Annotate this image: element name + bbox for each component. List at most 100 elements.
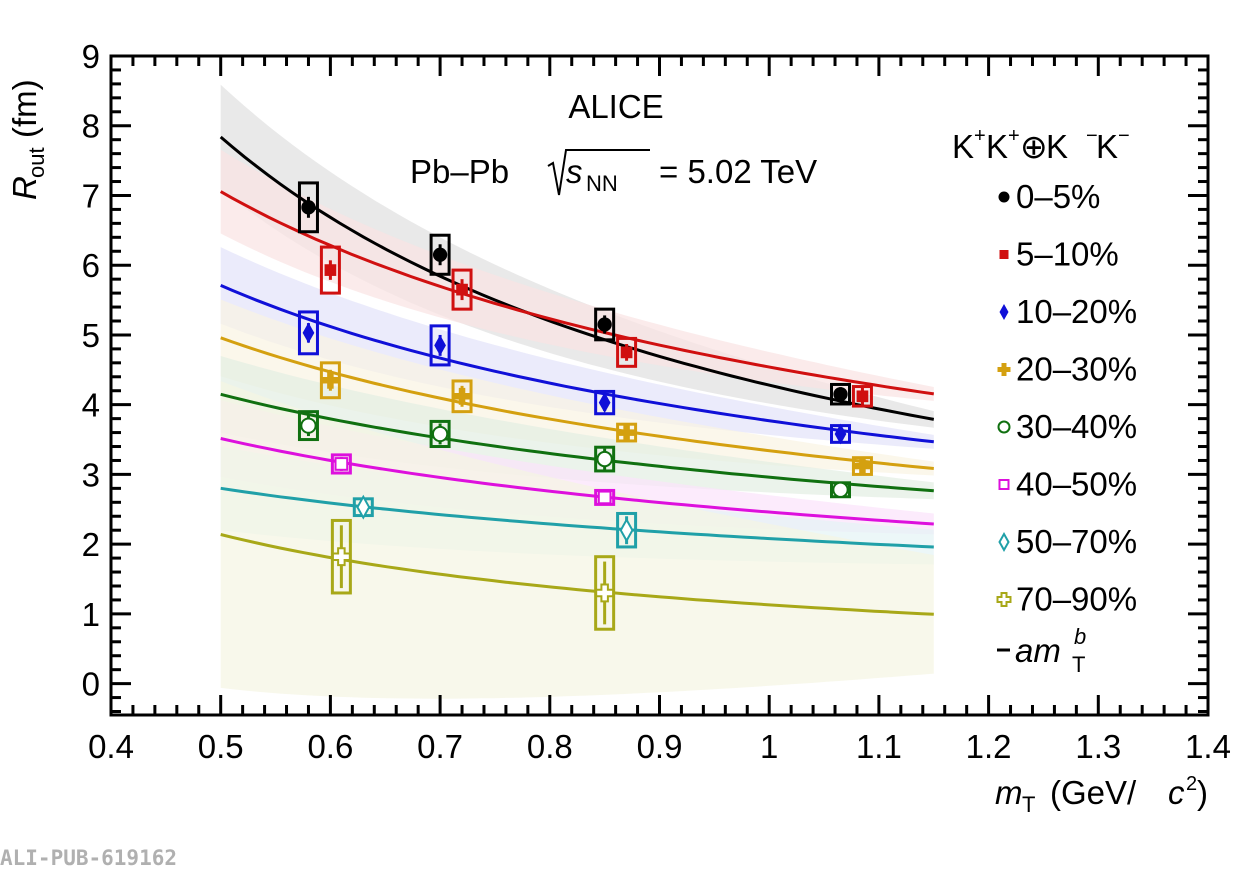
data-point <box>830 423 852 445</box>
legend-header-k3: K <box>1046 128 1068 165</box>
marker <box>301 200 316 215</box>
data-points <box>297 181 873 631</box>
fit-band <box>220 149 934 401</box>
legend-entry-label: 50–70% <box>1016 523 1137 560</box>
data-point <box>451 379 473 414</box>
x-tick-label: 0.9 <box>637 728 683 765</box>
sys-error-box <box>429 419 451 449</box>
data-point <box>616 511 638 549</box>
marker <box>853 457 871 475</box>
data-point <box>616 422 638 443</box>
data-point <box>297 410 319 442</box>
sys-error-box <box>330 453 352 475</box>
series-points <box>297 310 852 445</box>
marker <box>432 247 448 262</box>
y-tick-label: 6 <box>82 247 100 284</box>
marker <box>302 322 315 344</box>
fit-curve <box>220 392 934 493</box>
fit-curve <box>219 135 935 421</box>
x-tick-label: 0.8 <box>527 728 573 765</box>
marker <box>598 392 611 413</box>
legend-marker-icon <box>999 250 1009 259</box>
sys-error-box <box>594 389 616 416</box>
data-point <box>851 385 873 408</box>
data-point <box>451 268 473 311</box>
marker <box>453 387 471 405</box>
fit-curve <box>220 284 934 444</box>
x-tick-labels: 0.4 0.5 0.6 0.7 0.8 0.9 1 1.1 1.2 1.3 1.4 <box>88 728 1231 765</box>
x-tick-label: 1.2 <box>966 728 1012 765</box>
legend-entry-label: 70–90% <box>1016 581 1137 618</box>
sys-error-box <box>451 379 473 414</box>
x-label-subscript: T <box>1022 792 1035 817</box>
marker <box>856 390 869 403</box>
marker <box>456 283 468 296</box>
x-tick-label: 0.6 <box>307 728 353 765</box>
marker <box>597 490 612 505</box>
y-tick-label: 0 <box>82 666 100 703</box>
y-label-unit: (fm) <box>6 79 43 138</box>
legend-entry-label: 30–40% <box>1016 408 1137 445</box>
x-label-unit: (GeV/ <box>1050 774 1137 811</box>
x-tick-label: 1.4 <box>1185 728 1231 765</box>
legend-header-k2: K <box>986 128 1008 165</box>
marker <box>833 387 848 402</box>
legend-entry-label: 20–30% <box>1016 351 1137 388</box>
sqrt-symbol <box>547 149 650 196</box>
series-points <box>352 494 638 549</box>
y-label-subscript: out <box>24 147 49 178</box>
legend-marker-icon <box>997 420 1011 434</box>
x-tick-label: 1.1 <box>856 728 902 765</box>
legend-marker-icon <box>999 304 1009 320</box>
y-tick-label: 2 <box>82 526 100 563</box>
series-points <box>330 518 616 631</box>
legend-marker-icon <box>996 592 1012 607</box>
x-tick-label: 0.5 <box>198 728 244 765</box>
data-point <box>594 488 616 506</box>
data-point <box>830 382 852 406</box>
data-point <box>429 233 451 276</box>
x-tick-label: 0.4 <box>88 728 134 765</box>
sys-error-box <box>319 361 341 400</box>
legend-entry-label: 0–5% <box>1016 178 1100 215</box>
y-tick-label: 4 <box>82 387 100 424</box>
sys-error-box <box>297 410 319 442</box>
legend: K + K + ⊕ K − K − 0–5% 5–10% 10–20% 20–30% 3… <box>952 125 1137 677</box>
x-label-unit-sup: 2 <box>1186 773 1197 795</box>
legend-header-oplus: ⊕ <box>1020 128 1048 165</box>
series-points <box>319 245 873 408</box>
legend-header-s1: + <box>974 125 986 147</box>
x-label-unit-close: ) <box>1197 774 1208 811</box>
marker <box>331 547 351 567</box>
legend-header-k4: K <box>1096 128 1118 165</box>
fit-band <box>220 381 934 699</box>
legend-entry-label: 40–50% <box>1016 466 1137 503</box>
data-point <box>594 555 616 631</box>
marker <box>832 481 849 498</box>
legend-entry: 40–50% <box>998 466 1137 503</box>
marker <box>618 424 636 442</box>
sys-error-box <box>429 324 451 367</box>
legend-fit-subscript: T <box>1072 652 1085 677</box>
legend-header: K + K + ⊕ K − K − <box>952 125 1130 165</box>
x-tick-label: 1 <box>760 728 778 765</box>
legend-fit-label: am <box>1015 632 1061 669</box>
marker <box>596 450 613 468</box>
marker <box>300 417 317 434</box>
fit-curve <box>220 486 934 549</box>
legend-entry: 10–20% <box>999 293 1137 330</box>
marker <box>434 335 446 356</box>
legend-entry-label: 10–20% <box>1016 293 1137 330</box>
data-point <box>297 310 319 356</box>
x-tick-label: 0.7 <box>417 728 463 765</box>
legend-header-k1: K <box>952 128 974 165</box>
series-points <box>297 181 852 406</box>
legend-header-s4: − <box>1118 125 1130 147</box>
sys-error-box <box>830 382 852 406</box>
marker <box>431 425 449 443</box>
legend-header-s3: − <box>1086 125 1098 147</box>
y-axis-label: R out (fm) <box>6 79 49 200</box>
legend-entry: 5–10% <box>999 236 1119 273</box>
y-tick-label: 5 <box>82 317 100 354</box>
